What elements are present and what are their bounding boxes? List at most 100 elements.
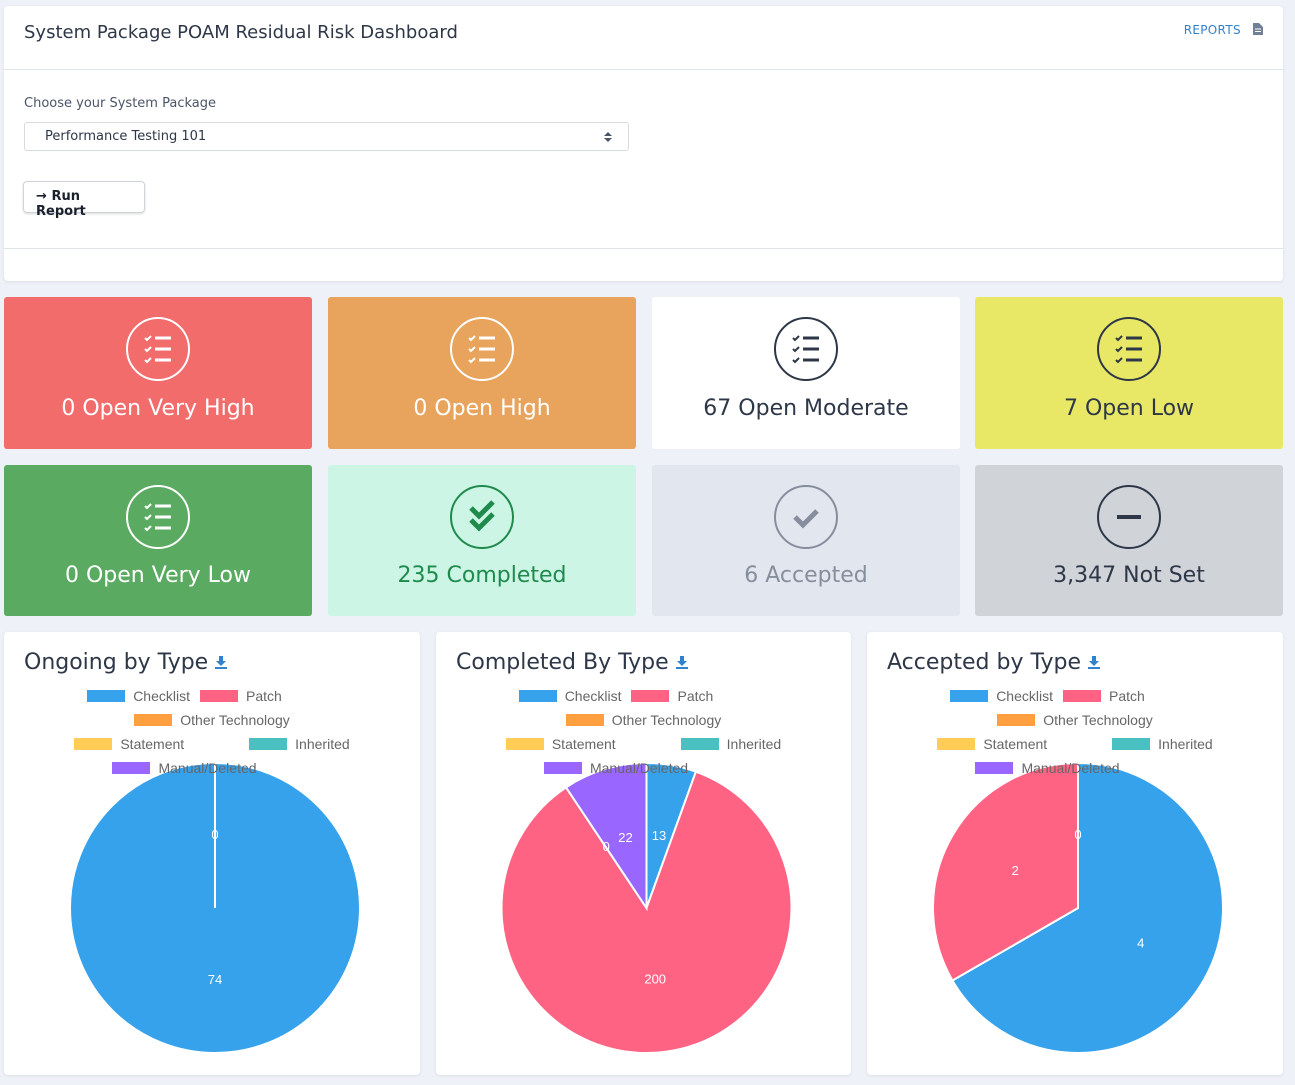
chart-panel: 74 0 Ongoing by Type Checklist Patch Other Te… xyxy=(4,632,420,1075)
legend-swatch xyxy=(975,762,1014,774)
card-count: 0 xyxy=(413,396,428,421)
icon-ring xyxy=(774,317,838,381)
icon-check xyxy=(144,346,152,353)
divider xyxy=(4,248,1283,249)
icon-check xyxy=(1115,346,1123,353)
icon-ring xyxy=(450,317,514,381)
slice-label: 0 xyxy=(1074,827,1081,842)
legend-label: Statement xyxy=(551,736,616,752)
card-label: Not Set xyxy=(1123,563,1205,588)
reports-link[interactable]: REPORTS xyxy=(1184,23,1263,37)
legend-label: Inherited xyxy=(726,736,782,752)
legend-swatch xyxy=(1062,690,1101,702)
page-title: System Package POAM Residual Risk Dashbo… xyxy=(24,22,458,43)
legend-item: Checklist xyxy=(950,687,1053,705)
download-icon[interactable] xyxy=(1087,655,1101,669)
chart-panel: 13 200 0 22 Completed By Type Checklist Patch O… xyxy=(436,632,851,1075)
package-select[interactable]: Performance Testing 101 xyxy=(24,122,629,151)
icon-check xyxy=(144,514,152,521)
download-arrow xyxy=(1087,656,1100,669)
legend-item: Manual/Deleted xyxy=(975,759,1120,777)
legend-label: Other Technology xyxy=(180,712,290,728)
icon-ring xyxy=(774,485,838,549)
card-count: 0 xyxy=(61,396,76,421)
legend-item: Other Technology xyxy=(565,711,721,729)
icon-check xyxy=(792,335,800,342)
card-count: 6 xyxy=(744,563,759,588)
pie-chart: 74 0 xyxy=(69,762,361,1054)
card-label: Open Very Low xyxy=(85,563,251,588)
pie-chart: 13 200 0 22 xyxy=(500,761,793,1054)
legend-item: Inherited xyxy=(249,735,350,753)
card-label: Open Very High xyxy=(82,396,255,421)
legend-item: Inherited xyxy=(680,735,782,753)
slice-label: 13 xyxy=(652,828,666,843)
pie-slice xyxy=(951,761,1224,1054)
card-icon xyxy=(1097,485,1161,549)
status-card: 3,347 Not Set xyxy=(975,465,1283,616)
legend-swatch xyxy=(565,714,604,726)
pie-slice xyxy=(500,770,793,1054)
legend-label: Manual/Deleted xyxy=(1021,760,1120,776)
status-card: 235 Completed xyxy=(328,465,636,616)
select-value[interactable]: Performance Testing 101 xyxy=(45,129,207,144)
legend-item: Patch xyxy=(631,687,713,705)
download-arrow xyxy=(675,656,688,669)
legend-item: Manual/Deleted xyxy=(543,759,689,777)
download-icon[interactable] xyxy=(214,655,228,669)
legend-swatch xyxy=(543,762,582,774)
legend: Checklist Patch Other Technology Statement I… xyxy=(917,687,1233,777)
card-text: 6 Accepted xyxy=(652,563,960,588)
download-arrow xyxy=(215,656,228,669)
card-label: Completed xyxy=(446,563,567,588)
icon-check xyxy=(1115,335,1123,342)
legend-swatch xyxy=(937,738,976,750)
status-card: 0 Open Very High xyxy=(4,297,312,449)
pie-slice xyxy=(564,761,648,912)
card-text: 3,347 Not Set xyxy=(975,563,1283,588)
run-report-button[interactable]: → Run Report xyxy=(23,181,145,219)
chart-title-text: Accepted by Type xyxy=(887,650,1081,675)
doc-icon xyxy=(1253,23,1263,35)
card-icon xyxy=(774,317,838,381)
select-label: Choose your System Package xyxy=(24,96,216,111)
reports-text[interactable]: REPORTS xyxy=(1183,23,1241,37)
legend-label: Checklist xyxy=(564,688,622,704)
pie-slice xyxy=(932,761,1079,982)
card-text: 0 Open High xyxy=(328,396,636,421)
icon-ring xyxy=(126,485,190,549)
icon-ring xyxy=(1097,317,1161,381)
card-icon xyxy=(450,485,514,549)
slice-label: 0 xyxy=(211,827,218,842)
legend-label: Patch xyxy=(677,688,714,704)
icon-check xyxy=(468,335,476,342)
download-icon[interactable] xyxy=(675,655,689,669)
legend-swatch xyxy=(134,714,173,726)
chart-title-text: Completed By Type xyxy=(456,650,669,675)
status-card: 0 Open High xyxy=(328,297,636,449)
icon-check xyxy=(792,346,800,353)
card-label: Open Low xyxy=(1084,396,1195,421)
legend-label: Manual/Deleted xyxy=(589,760,689,776)
chart-title: Ongoing by Type xyxy=(24,650,228,675)
slice-label: 2 xyxy=(1012,863,1019,878)
legend-item: Inherited xyxy=(1112,735,1213,753)
icon-ring xyxy=(126,317,190,381)
icon-check xyxy=(468,357,476,364)
legend-label: Checklist xyxy=(133,688,190,704)
card-count: 67 xyxy=(703,396,732,421)
icon-check xyxy=(792,357,800,364)
legend-label: Other Technology xyxy=(1043,712,1153,728)
icon-ring xyxy=(1097,485,1161,549)
card-count: 7 xyxy=(1063,396,1078,421)
icon-check xyxy=(144,357,152,364)
slice-label: 200 xyxy=(644,971,666,986)
legend-swatch xyxy=(249,738,288,750)
chart-title: Accepted by Type xyxy=(887,650,1101,675)
button-text[interactable]: Run Report xyxy=(36,189,86,219)
legend-label: Statement xyxy=(983,736,1048,752)
legend-label: Statement xyxy=(120,736,185,752)
legend-item: Checklist xyxy=(518,687,622,705)
card-text: 0 Open Very High xyxy=(4,396,312,421)
legend-swatch xyxy=(950,690,989,702)
